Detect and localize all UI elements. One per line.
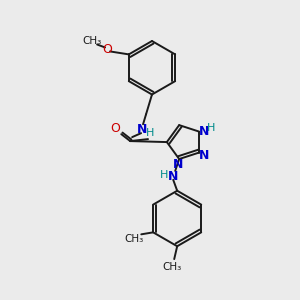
Text: O: O <box>102 43 112 56</box>
Text: H: H <box>207 123 215 133</box>
Text: CH₃: CH₃ <box>82 35 102 46</box>
Text: H: H <box>160 170 169 180</box>
Text: N: N <box>173 158 183 172</box>
Text: N: N <box>199 149 209 162</box>
Text: CH₃: CH₃ <box>125 234 144 244</box>
Text: O: O <box>110 122 120 135</box>
Text: N: N <box>168 170 178 183</box>
Text: N: N <box>137 123 147 136</box>
Text: CH₃: CH₃ <box>163 262 182 272</box>
Text: H: H <box>146 128 154 138</box>
Text: N: N <box>199 125 209 138</box>
